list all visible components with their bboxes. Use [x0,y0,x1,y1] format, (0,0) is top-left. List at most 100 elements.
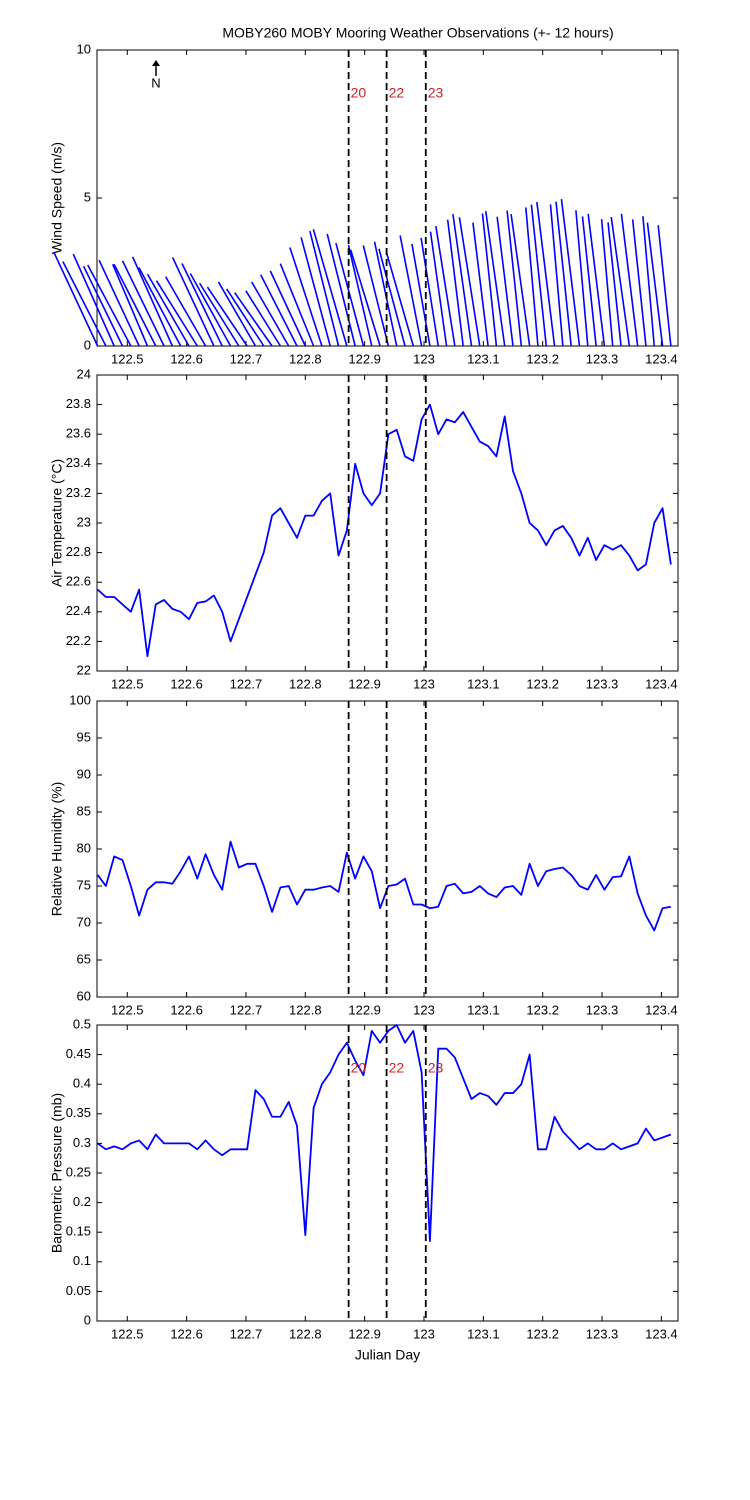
y-tick-label: 0.05 [66,1283,91,1298]
y-tick-label: 65 [77,951,91,966]
wind-stick [581,216,597,347]
y-tick-label: 10 [77,41,91,56]
wind-stick [62,261,107,347]
y-tick-label: 0.4 [73,1076,91,1091]
y-tick-label: 22.8 [66,544,91,559]
wind-stick [181,263,223,347]
x-tick-label: 122.9 [348,351,381,366]
x-tick-label: 122.7 [230,676,263,691]
event-label: 20 [351,1060,367,1076]
x-tick-label: 123.3 [586,351,619,366]
x-tick-label: 123.3 [586,676,619,691]
north-arrow-head [152,60,160,66]
wind-stick [631,219,647,347]
y-tick-label: 0.5 [73,1016,91,1031]
data-line [96,403,672,658]
y-tick-label: 0.25 [66,1164,91,1179]
wind-stick [326,233,356,347]
wind-stick [335,242,365,347]
wind-stick [587,213,606,347]
x-tick-label: 123.1 [467,1002,500,1017]
wind-stick [446,219,464,347]
y-axis-label: Relative Humidity (%) [49,782,65,917]
y-tick-label: 22.2 [66,633,91,648]
x-tick-label: 123.4 [645,1326,678,1341]
event-label: 23 [428,1060,444,1076]
event-label: 22 [389,85,405,101]
event-label: 22 [389,1060,405,1076]
y-tick-label: 100 [69,692,91,707]
north-label: N [151,75,160,90]
data-line [96,840,672,932]
wind-stick [138,267,182,347]
wind-stick [72,253,115,347]
x-tick-label: 123.1 [467,351,500,366]
wind-stick [113,263,157,347]
wind-stick [347,244,373,347]
x-tick-label: 122.8 [289,676,322,691]
wind-stick [525,207,539,347]
wind-stick [206,286,248,347]
x-tick-label: 122.6 [170,1326,203,1341]
wind-stick [87,264,132,347]
wind-stick [560,199,581,347]
wind-stick [385,251,415,347]
wind-stick [452,213,473,347]
wind-stick [549,204,564,347]
wind-stick [131,256,174,347]
wind-stick [600,219,614,347]
x-tick-label: 122.7 [230,351,263,366]
y-tick-label: 22 [77,662,91,677]
x-tick-label: 122.5 [111,676,144,691]
y-tick-label: 90 [77,766,91,781]
wind-stick [657,225,672,347]
wind-stick [171,257,215,347]
x-tick-label: 123.4 [645,351,678,366]
x-tick-label: 123.4 [645,676,678,691]
y-tick-label: 23.2 [66,485,91,500]
y-tick-label: 23 [77,514,91,529]
x-tick-label: 123.2 [526,351,559,366]
wind-stick [269,270,307,347]
x-tick-label: 123.1 [467,676,500,691]
x-tick-label: 122.8 [289,1002,322,1017]
wind-stick [312,229,348,347]
y-tick-label: 24 [77,366,91,381]
wind-stick [146,273,190,347]
y-tick-label: 0.45 [66,1046,91,1061]
wind-stick [555,201,572,347]
y-tick-label: 23.8 [66,396,91,411]
y-tick-label: 70 [77,914,91,929]
y-tick-label: 0.15 [66,1224,91,1239]
wind-stick [112,263,149,347]
y-tick-label: 85 [77,803,91,818]
x-tick-label: 123 [413,1326,435,1341]
x-tick-label: 122.5 [111,1002,144,1017]
wind-stick [349,249,381,347]
wind-stick [362,245,390,347]
wind-stick [53,251,99,347]
x-tick-label: 123.3 [586,1002,619,1017]
wind-stick [226,288,265,347]
x-tick-label: 123.2 [526,1326,559,1341]
x-tick-label: 122.7 [230,1002,263,1017]
y-tick-label: 95 [77,729,91,744]
wind-stick [607,222,622,347]
wind-stick [164,276,207,347]
y-tick-label: 23.4 [66,455,91,470]
wind-stick [481,213,498,347]
x-tick-label: 122.5 [111,1326,144,1341]
wind-stick [536,201,556,347]
x-tick-label: 123.3 [586,1326,619,1341]
x-tick-label: 123 [413,676,435,691]
y-axis-label: Barometric Pressure (mb) [49,1093,65,1253]
y-tick-label: 0 [84,337,91,352]
wind-stick [642,216,656,347]
wind-stick [121,260,165,347]
wind-stick [496,216,514,347]
x-tick-label: 122.6 [170,676,203,691]
wind-stick [309,230,340,347]
wind-stick [155,280,198,347]
wind-stick [399,235,423,347]
